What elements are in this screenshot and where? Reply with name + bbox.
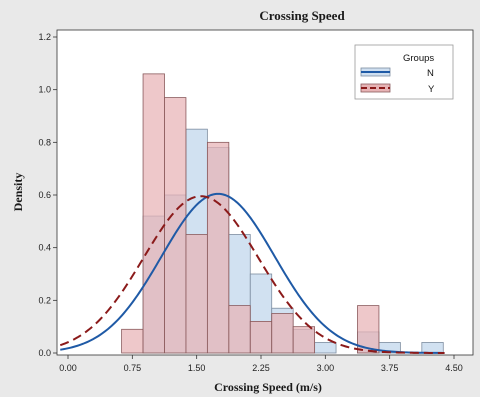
bar-y-0 (121, 328, 144, 354)
fit-curve-y (59, 195, 445, 354)
bar-y-7 (271, 313, 294, 354)
bar-y-2 (164, 97, 187, 354)
y-tick-label: 1.2 (38, 32, 51, 42)
x-tick-label: 1.50 (188, 363, 206, 373)
y-tick-label: 0.2 (38, 295, 51, 305)
fit-curve-n (60, 192, 445, 354)
plot-border (56, 29, 474, 356)
normal-fit-curves (59, 192, 445, 354)
legend-title: Groups (403, 53, 434, 64)
bar-y-5 (228, 305, 251, 354)
y-tick-label: 0.8 (38, 137, 51, 147)
axes: 0.00 0.75 1.50 2.25 3.00 3.75 4.50 0.0 0.2 0.4 0.6… (38, 29, 474, 373)
x-tick-label: 0.75 (124, 363, 142, 373)
bar-y-11 (357, 305, 380, 354)
bar-y-4 (206, 141, 230, 354)
y-tick-label: 0.4 (38, 243, 51, 253)
chart-title: Crossing Speed (259, 8, 345, 23)
bar-y-1 (142, 73, 165, 354)
y-tick-label: 1.0 (38, 85, 51, 95)
x-tick-label: 4.50 (445, 363, 463, 373)
bar-n-9 (314, 342, 337, 354)
legend-label-y: Y (428, 84, 435, 95)
bar-n-14 (421, 342, 444, 354)
x-tick-label: 3.75 (381, 363, 399, 373)
bar-y-8 (292, 326, 316, 354)
y-tick-label: 0.0 (38, 348, 51, 358)
bar-y-3 (185, 234, 208, 354)
x-tick-label: 0.00 (59, 363, 77, 373)
legend: Groups N Y (354, 44, 454, 100)
x-tick-label: 2.25 (252, 363, 270, 373)
y-axis-label: Density (11, 173, 25, 212)
y-tick-label: 0.6 (38, 190, 51, 200)
legend-label-n: N (427, 68, 434, 79)
bar-y-6 (249, 320, 273, 354)
x-axis-label: Crossing Speed (m/s) (214, 380, 322, 394)
x-tick-label: 3.00 (317, 363, 335, 373)
